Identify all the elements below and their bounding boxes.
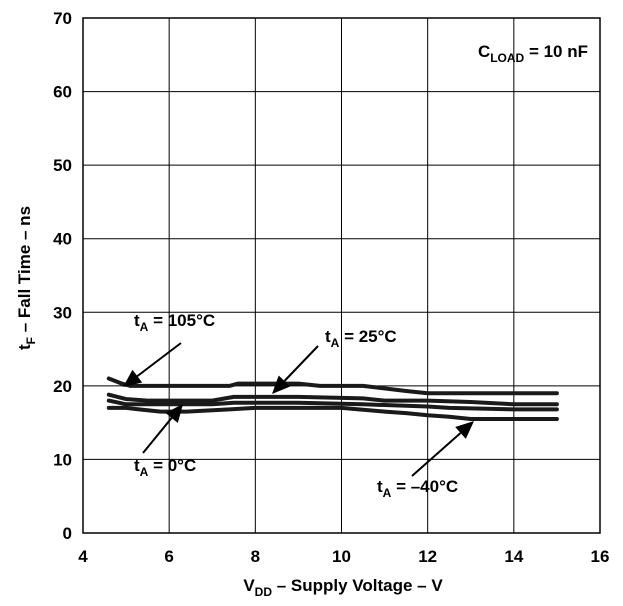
grid xyxy=(82,17,601,534)
x-tick-label: 6 xyxy=(164,547,173,566)
series-line-3 xyxy=(106,405,559,421)
x-tick-label: 14 xyxy=(504,547,523,566)
series-label-2: tA = 0°C xyxy=(134,456,196,479)
y-tick-label: 70 xyxy=(53,9,72,28)
condition-label: CLOAD = 10 nF xyxy=(478,42,588,65)
arrow-head-2 xyxy=(165,404,183,424)
plot-frame xyxy=(82,17,601,534)
x-tick-label: 10 xyxy=(332,547,351,566)
y-tick-label: 30 xyxy=(53,303,72,322)
arrow-head-1 xyxy=(272,375,291,394)
y-tick-label: 20 xyxy=(53,377,72,396)
arrow-shaft-1 xyxy=(283,345,319,382)
x-tick-label: 4 xyxy=(78,547,88,566)
arrow-shaft-3 xyxy=(411,432,462,477)
x-axis-title: VDD – Supply Voltage – V xyxy=(243,576,443,599)
series-label-3: tA = –40°C xyxy=(377,477,458,500)
y-tick-label: 50 xyxy=(53,156,72,175)
series-label-1: tA = 25°C xyxy=(325,327,397,350)
y-tick-labels: 0 10 20 30 40 50 60 70 xyxy=(53,9,72,543)
y-tick-label: 10 xyxy=(53,450,72,469)
x-tick-label: 16 xyxy=(591,547,610,566)
series-line-1 xyxy=(106,392,559,407)
series-lines xyxy=(106,376,559,421)
y-tick-label: 40 xyxy=(53,230,72,249)
series-label-0: tA = 105°C xyxy=(134,311,215,334)
arrow-head-0 xyxy=(123,369,143,387)
x-tick-label: 12 xyxy=(418,547,437,566)
arrow-head-3 xyxy=(455,421,474,439)
y-tick-label: 60 xyxy=(53,83,72,102)
arrow-shaft-2 xyxy=(142,417,173,454)
annotations: CLOAD = 10 nF tA = 105°C tA = 25°C tA = 0°C… xyxy=(134,42,588,500)
y-tick-label: 0 xyxy=(63,524,72,543)
arrow-shaft-0 xyxy=(136,342,182,377)
y-axis-title: tF – Fall Time – ns xyxy=(15,206,38,350)
x-tick-labels: 4 6 8 10 12 14 16 xyxy=(78,547,609,566)
series-line-2 xyxy=(106,398,559,412)
x-tick-label: 8 xyxy=(251,547,260,566)
annotation-arrows xyxy=(123,342,474,477)
